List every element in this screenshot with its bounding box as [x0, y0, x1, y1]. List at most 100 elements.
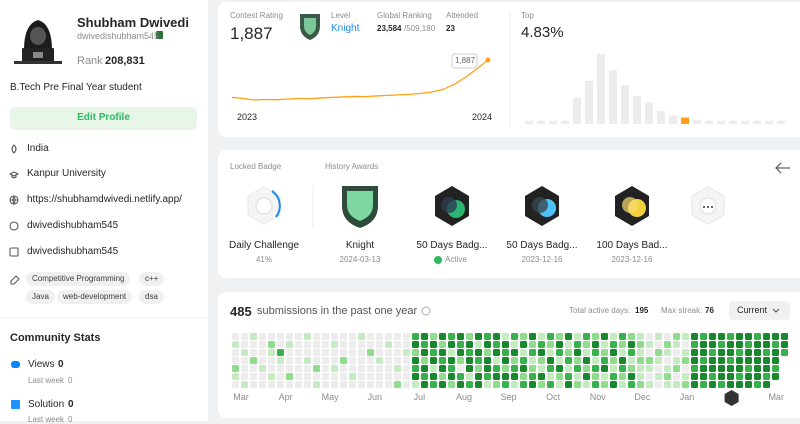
stat-sub-label: Last week: [28, 376, 65, 385]
heatmap-cell: [682, 349, 689, 356]
heatmap-cell: [493, 357, 500, 364]
submission-text: submissions in the past one year: [257, 305, 418, 317]
heatmap-cell: [682, 365, 689, 372]
heatmap-cell: [781, 349, 788, 356]
heatmap-cell: [619, 349, 626, 356]
heatmap-cell: [376, 373, 383, 380]
badge-name: 100 Days Bad...: [596, 240, 668, 251]
heatmap-cell: [421, 333, 428, 340]
skill-tag: Java: [26, 290, 55, 304]
heatmap-cell: [583, 333, 590, 340]
heatmap-cell: [682, 333, 689, 340]
heatmap-cell: [268, 333, 275, 340]
heatmap-cell: [583, 365, 590, 372]
heatmap-cell: [565, 333, 572, 340]
heatmap-cell: [385, 341, 392, 348]
heatmap-cell: [340, 373, 347, 380]
edit-profile-bg[interactable]: [10, 107, 197, 130]
rank: 208,831: [105, 55, 145, 67]
rank-label: Rank: [77, 55, 103, 67]
heatmap-cell: [304, 341, 311, 348]
heatmap-cell: [520, 341, 527, 348]
heatmap-cell: [484, 333, 491, 340]
heatmap-cell: [772, 341, 779, 348]
heatmap-cell: [538, 357, 545, 364]
heatmap-cell: [592, 333, 599, 340]
school: Kanpur University: [27, 168, 106, 179]
heatmap-cell: [421, 357, 428, 364]
heatmap-cell: [466, 357, 473, 364]
heatmap-cell: [637, 333, 644, 340]
github[interactable]: dwivedishubham545: [27, 220, 119, 231]
heatmap-cell: [313, 381, 320, 388]
back-arrow[interactable]: [775, 162, 790, 174]
badge-name: Daily Challenge: [228, 240, 300, 251]
heatmap-cell: [457, 349, 464, 356]
badge-progress: 41%: [255, 255, 272, 264]
heatmap-cell: [466, 333, 473, 340]
heatmap-cell: [754, 357, 761, 364]
heatmap-cell: [547, 333, 554, 340]
heatmap-cell: [439, 333, 446, 340]
heatmap-cell: [529, 333, 536, 340]
heatmap-cell: [457, 341, 464, 348]
heatmap-cell: [502, 357, 509, 364]
heatmap-cell: [763, 381, 770, 388]
heatmap-cell: [727, 357, 734, 364]
heatmap-cell: [637, 365, 644, 372]
heatmap-cell: [574, 349, 581, 356]
heatmap-cell: [376, 341, 383, 348]
edit-profile[interactable]: Edit Profile: [77, 112, 130, 123]
heatmap-cell: [259, 365, 266, 372]
heatmap-cell: [610, 365, 617, 372]
heatmap-cell: [286, 381, 293, 388]
heatmap-cell: [727, 349, 734, 356]
selector[interactable]: Current: [737, 305, 768, 315]
heatmap-cell: [547, 341, 554, 348]
heatmap-cell: [520, 357, 527, 364]
heatmap-cell: [295, 349, 302, 356]
website[interactable]: https://shubhamdwivedi.netlify.app/: [27, 194, 182, 205]
heatmap-cell: [565, 357, 572, 364]
rating-point: [485, 57, 491, 63]
heatmap-cell: [277, 357, 284, 364]
heatmap-cell: [493, 341, 500, 348]
heatmap-cell: [637, 381, 644, 388]
heatmap-cell: [601, 357, 608, 364]
heatmap-cell: [367, 341, 374, 348]
heatmap-cell: [367, 373, 374, 380]
active-icon: [434, 256, 442, 264]
month-label: May: [321, 392, 339, 402]
heatmap-cell: [340, 381, 347, 388]
histogram-bar: [717, 120, 725, 124]
heatmap-cell: [592, 381, 599, 388]
heatmap-cell: [673, 357, 680, 364]
heatmap-cell: [484, 341, 491, 348]
month-label: Aug: [455, 392, 472, 402]
heatmap-cell: [682, 341, 689, 348]
skill-tag: Competitive Programming: [26, 272, 131, 286]
heatmap-cell: [655, 349, 662, 356]
heatmap-cell: [439, 381, 446, 388]
stat-label: Solution: [28, 399, 65, 410]
heatmap-cell: [709, 357, 716, 364]
heatmap-cell: [502, 373, 509, 380]
linkedin[interactable]: dwivedishubham545: [27, 246, 119, 257]
heatmap-cell: [475, 373, 482, 380]
heatmap-cell: [430, 373, 437, 380]
heatmap-cell: [565, 381, 572, 388]
heatmap-cell: [367, 381, 374, 388]
name: Shubham Dwivedi: [77, 15, 189, 30]
heatmap-cell: [250, 341, 257, 348]
heatmap-cell: [313, 357, 320, 364]
heatmap-cell: [259, 373, 266, 380]
heatmap-cell: [268, 381, 275, 388]
heatmap-cell: [583, 357, 590, 364]
heatmap-cell: [637, 357, 644, 364]
heatmap-cell: [466, 373, 473, 380]
heatmap-cell: [322, 365, 329, 372]
heatmap-cell: [313, 333, 320, 340]
heatmap-cell: [367, 357, 374, 364]
heatmap-cell: [745, 341, 752, 348]
selector-bg[interactable]: [729, 301, 790, 320]
